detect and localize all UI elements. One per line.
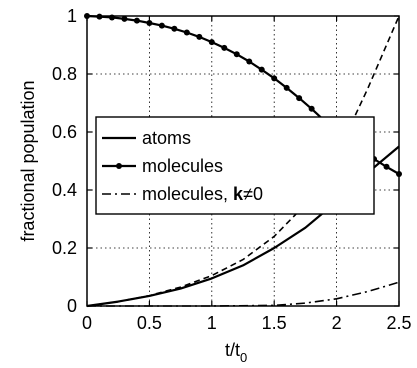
y-tick-label: 0.8 xyxy=(52,64,77,84)
series-point-molecules xyxy=(196,33,203,40)
y-tick-label: 0 xyxy=(67,296,77,316)
x-axis-label: t/t0 xyxy=(225,340,247,365)
x-tick-label: 0 xyxy=(82,313,92,333)
series-point-molecules xyxy=(171,25,178,32)
series-point-molecules xyxy=(246,58,253,65)
series-point-molecules xyxy=(258,66,265,73)
ticks: 0 0.5 1 1.5 2 2.5 0 0.2 0.4 0.6 0.8 1 xyxy=(52,6,412,333)
series-point-molecules xyxy=(158,22,165,29)
series-point-molecules xyxy=(233,51,240,58)
x-tick-label: 2.5 xyxy=(386,313,411,333)
y-tick-label: 1 xyxy=(67,6,77,26)
series-point-molecules xyxy=(296,95,303,102)
x-axis-label-main: t/t xyxy=(225,340,240,360)
series-point-molecules xyxy=(271,75,278,82)
legend-label: atoms xyxy=(142,128,191,148)
series-point-molecules xyxy=(308,105,315,112)
x-axis-label-subscript: 0 xyxy=(240,350,247,365)
series-point-molecules xyxy=(283,84,290,91)
series-point-molecules xyxy=(208,39,215,46)
legend-label: molecules, k≠0 xyxy=(142,184,263,204)
x-tick-label: 1.5 xyxy=(262,313,287,333)
series-point-molecules xyxy=(183,29,190,36)
y-tick-label: 0.6 xyxy=(52,122,77,142)
legend: atoms molecules molecules, k≠0 xyxy=(95,116,375,215)
series-point-molecules xyxy=(133,17,140,24)
series-line-molecules-k-0 xyxy=(87,281,400,307)
series-point-molecules xyxy=(383,163,390,170)
x-tick-label: 1 xyxy=(207,313,217,333)
series-point-molecules xyxy=(146,19,153,26)
series-point-molecules xyxy=(121,15,128,22)
x-tick-label: 0.5 xyxy=(137,313,162,333)
series-point-molecules xyxy=(221,44,228,51)
y-axis-label: fractional population xyxy=(18,80,38,241)
legend-label: molecules xyxy=(142,156,223,176)
y-tick-label: 0.4 xyxy=(52,180,77,200)
legend-swatch-marker xyxy=(116,163,122,169)
legend-box xyxy=(95,116,375,215)
y-tick-label: 0.2 xyxy=(52,238,77,258)
x-tick-label: 2 xyxy=(332,313,342,333)
plot-frame xyxy=(86,15,400,307)
